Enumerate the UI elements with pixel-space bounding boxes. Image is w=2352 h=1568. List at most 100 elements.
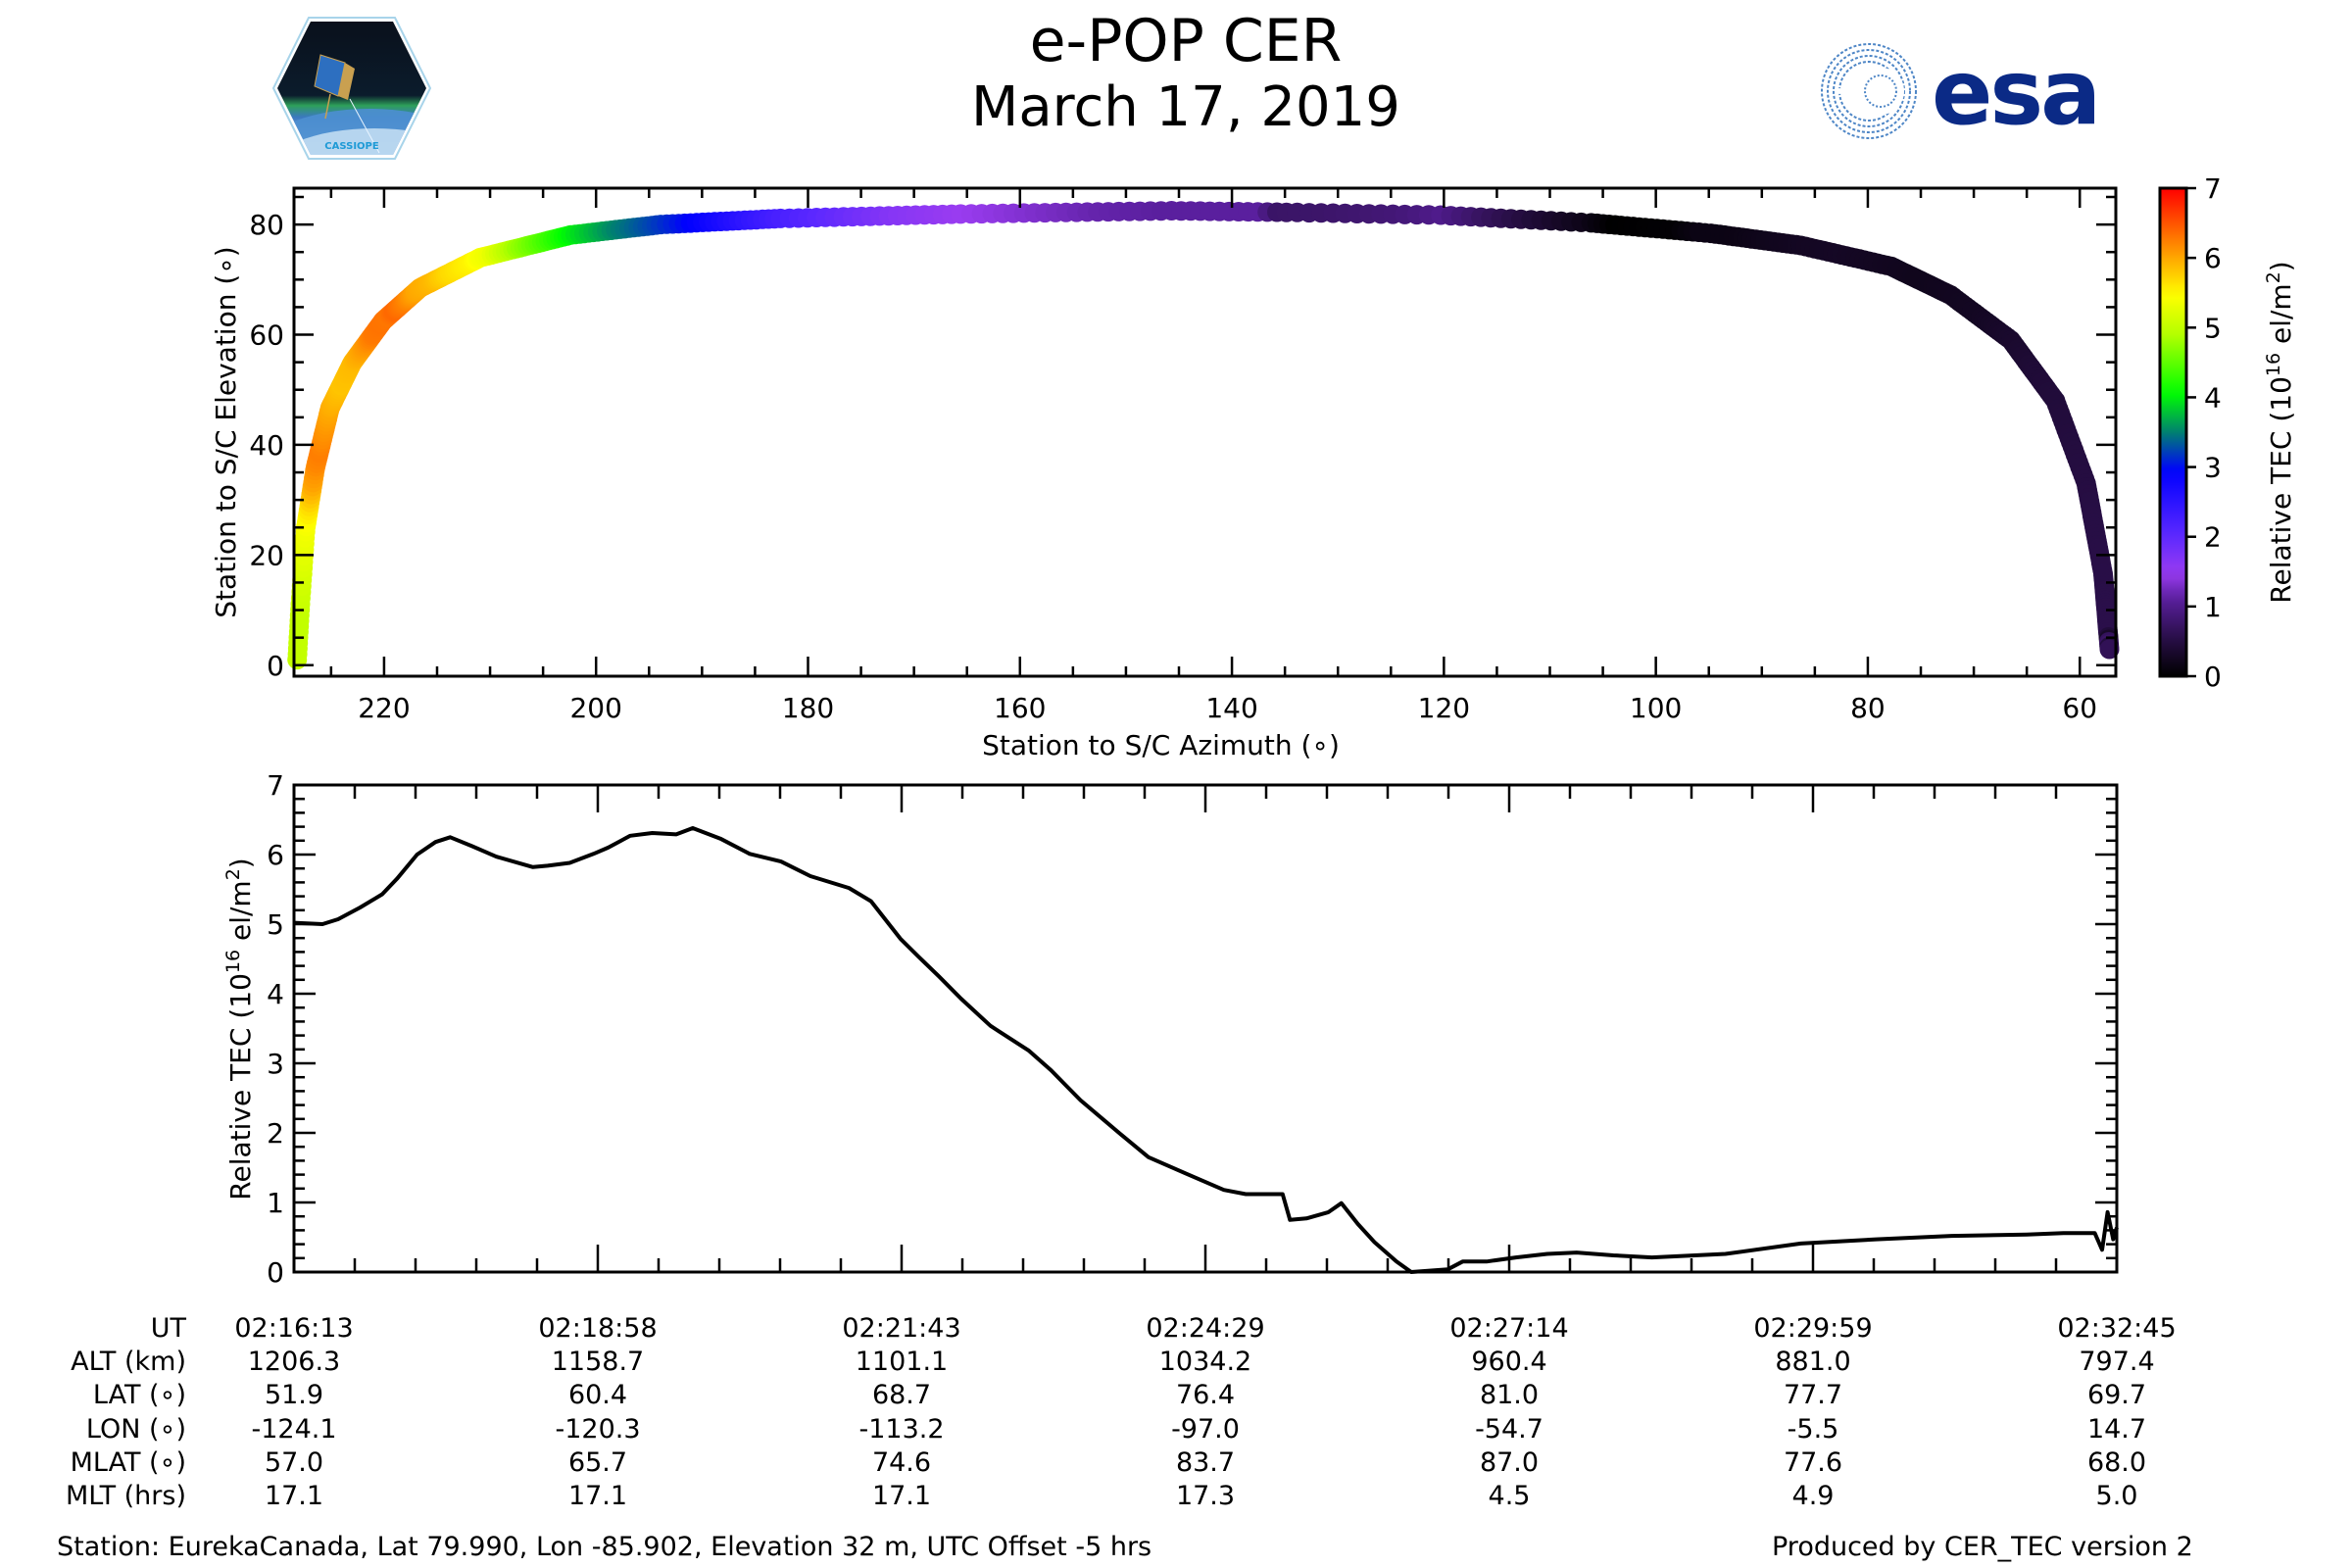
- table-cell-lat: 68.7: [871, 1380, 932, 1410]
- row-label-mlt: MLT (hrs): [65, 1481, 186, 1511]
- x-tick-label: 80: [1850, 692, 1886, 724]
- colorbar-tick-label: 6: [2204, 242, 2222, 274]
- table-cell-alt: 1158.7: [551, 1347, 645, 1377]
- tec-axis-label: Relative TEC (1016 el/m2): [222, 858, 257, 1200]
- colorbar-tick-label: 7: [2204, 172, 2222, 205]
- tec-tick-label: 1: [267, 1187, 284, 1219]
- cassiope-logo: CASSIOPE: [271, 17, 432, 160]
- table-cell-alt: 1206.3: [247, 1347, 341, 1377]
- satellite-icon: [314, 54, 380, 154]
- tec-tick-label: 4: [267, 978, 284, 1010]
- table-cell-ut: 02:29:59: [1753, 1313, 1873, 1344]
- tec-tick-label: 0: [267, 1256, 284, 1289]
- tec-tick-label: 2: [267, 1117, 284, 1150]
- table-cell-mlt: 17.3: [1175, 1481, 1236, 1511]
- esa-swirl-icon: [1821, 43, 1917, 139]
- figure-title: e-POP CER: [1029, 7, 1343, 75]
- row-label-lat: LAT (∘): [92, 1380, 186, 1410]
- table-cell-alt: 1034.2: [1158, 1347, 1252, 1377]
- elevation-axis-label: Station to S/C Elevation (∘): [210, 246, 242, 617]
- esa-wordmark: esa: [1932, 40, 2098, 143]
- colorbar-tick-label: 5: [2204, 312, 2222, 344]
- tec-colorbar: 0 1 2 3 4 5 6 7 Relative TEC (1016 el/m2): [2158, 172, 2297, 693]
- table-cell-lat: 60.4: [567, 1380, 628, 1410]
- table-cell-lon: 14.7: [2086, 1414, 2147, 1445]
- tec-tick-label: 3: [267, 1048, 284, 1080]
- table-cell-mlt: 4.5: [1488, 1481, 1531, 1511]
- table-cell-alt: 797.4: [2079, 1347, 2155, 1377]
- row-label-ut: UT: [150, 1313, 186, 1344]
- table-cell-ut: 02:32:45: [2057, 1313, 2177, 1344]
- colorbar-tick-label: 3: [2204, 452, 2222, 484]
- table-cell-mlat: 77.6: [1783, 1447, 1843, 1478]
- colorbar-ticks: 0 1 2 3 4 5 6 7: [2186, 172, 2222, 693]
- table-cell-lat: 69.7: [2086, 1380, 2147, 1410]
- table-cell-mlt: 17.1: [264, 1481, 324, 1511]
- x-tick-label: 140: [1205, 692, 1257, 724]
- x-tick-label: 160: [994, 692, 1046, 724]
- table-cell-mlat: 74.6: [871, 1447, 932, 1478]
- table-cell-mlt: 4.9: [1791, 1481, 1835, 1511]
- x-tick-label: 200: [569, 692, 621, 724]
- table-cell-ut: 02:24:29: [1146, 1313, 1265, 1344]
- tec-time-plot: 0 1 2 3 4 5 6 7 Relative TEC (1016 el/m2): [222, 769, 2119, 1289]
- table-cell-alt: 960.4: [1471, 1347, 1547, 1377]
- track-points: [287, 201, 2120, 670]
- table-cell-lat: 76.4: [1175, 1380, 1236, 1410]
- colorbar-tick-label: 4: [2204, 381, 2222, 414]
- table-cell-ut: 02:27:14: [1449, 1313, 1569, 1344]
- table-cell-ut: 02:18:58: [538, 1313, 658, 1344]
- table-cell-lon: -5.5: [1787, 1414, 1839, 1445]
- table-cell-mlat: 83.7: [1175, 1447, 1236, 1478]
- x-tick-label: 220: [358, 692, 410, 724]
- top-plot-frame: [292, 186, 2118, 678]
- row-label-lon: LON (∘): [85, 1414, 186, 1445]
- top-plot-ticks: 220 200 180 160 140 120 100 80 60 0 20 40 60 80: [249, 188, 2116, 724]
- x-tick-label: 180: [782, 692, 834, 724]
- table-cell-mlat: 57.0: [264, 1447, 324, 1478]
- table-cell-lon: -124.1: [251, 1414, 337, 1445]
- table-cell-mlat: 87.0: [1479, 1447, 1540, 1478]
- y-tick-label: 80: [249, 209, 284, 241]
- bottom-plot-ticks: 0 1 2 3 4 5 6 7: [267, 769, 2119, 1289]
- cassiope-text: CASSIOPE: [324, 141, 379, 152]
- y-tick-label: 60: [249, 319, 284, 352]
- table-cell-lon: -120.3: [555, 1414, 641, 1445]
- x-tick-label: 120: [1418, 692, 1470, 724]
- table-cell-lon: -54.7: [1475, 1414, 1544, 1445]
- colorbar-tick-label: 0: [2204, 661, 2222, 693]
- tec-tick-label: 7: [267, 769, 284, 802]
- colorbar-gradient: [2158, 186, 2188, 678]
- esa-logo: esa: [1821, 40, 2101, 143]
- table-cell-lon: -97.0: [1171, 1414, 1240, 1445]
- colorbar-tick-label: 2: [2204, 521, 2222, 554]
- table-cell-lat: 81.0: [1479, 1380, 1540, 1410]
- azimuth-axis-label: Station to S/C Azimuth (∘): [982, 729, 1340, 761]
- x-tick-label: 100: [1630, 692, 1682, 724]
- table-cell-ut: 02:16:13: [234, 1313, 354, 1344]
- table-cell-mlt: 17.1: [567, 1481, 628, 1511]
- table-cell-mlt: 5.0: [2095, 1481, 2138, 1511]
- table-cell-alt: 1101.1: [855, 1347, 949, 1377]
- y-tick-label: 0: [267, 650, 284, 682]
- colorbar-tick-label: 1: [2204, 591, 2222, 623]
- table-cell-lat: 77.7: [1783, 1380, 1843, 1410]
- table-cell-mlt: 17.1: [871, 1481, 932, 1511]
- y-tick-label: 40: [249, 429, 284, 462]
- table-cell-lon: -113.2: [858, 1414, 945, 1445]
- table-cell-mlat: 65.7: [567, 1447, 628, 1478]
- y-tick-label: 20: [249, 539, 284, 571]
- colorbar-label: Relative TEC (1016 el/m2): [2263, 261, 2297, 603]
- table-cell-lat: 51.9: [264, 1380, 324, 1410]
- tec-tick-label: 6: [267, 839, 284, 871]
- table-cell-alt: 881.0: [1775, 1347, 1851, 1377]
- station-info: Station: EurekaCanada, Lat 79.990, Lon -…: [57, 1532, 1152, 1562]
- produced-by: Produced by CER_TEC version 2: [1772, 1532, 2193, 1562]
- figure-date: March 17, 2019: [971, 75, 1400, 139]
- x-tick-label: 60: [2062, 692, 2097, 724]
- table-cell-mlat: 68.0: [2086, 1447, 2147, 1478]
- row-label-mlat: MLAT (∘): [70, 1447, 186, 1478]
- bottom-plot-frame: [292, 783, 2119, 1274]
- elevation-azimuth-plot: 220 200 180 160 140 120 100 80 60 0 20 40 60 80 Stati…: [210, 186, 2120, 761]
